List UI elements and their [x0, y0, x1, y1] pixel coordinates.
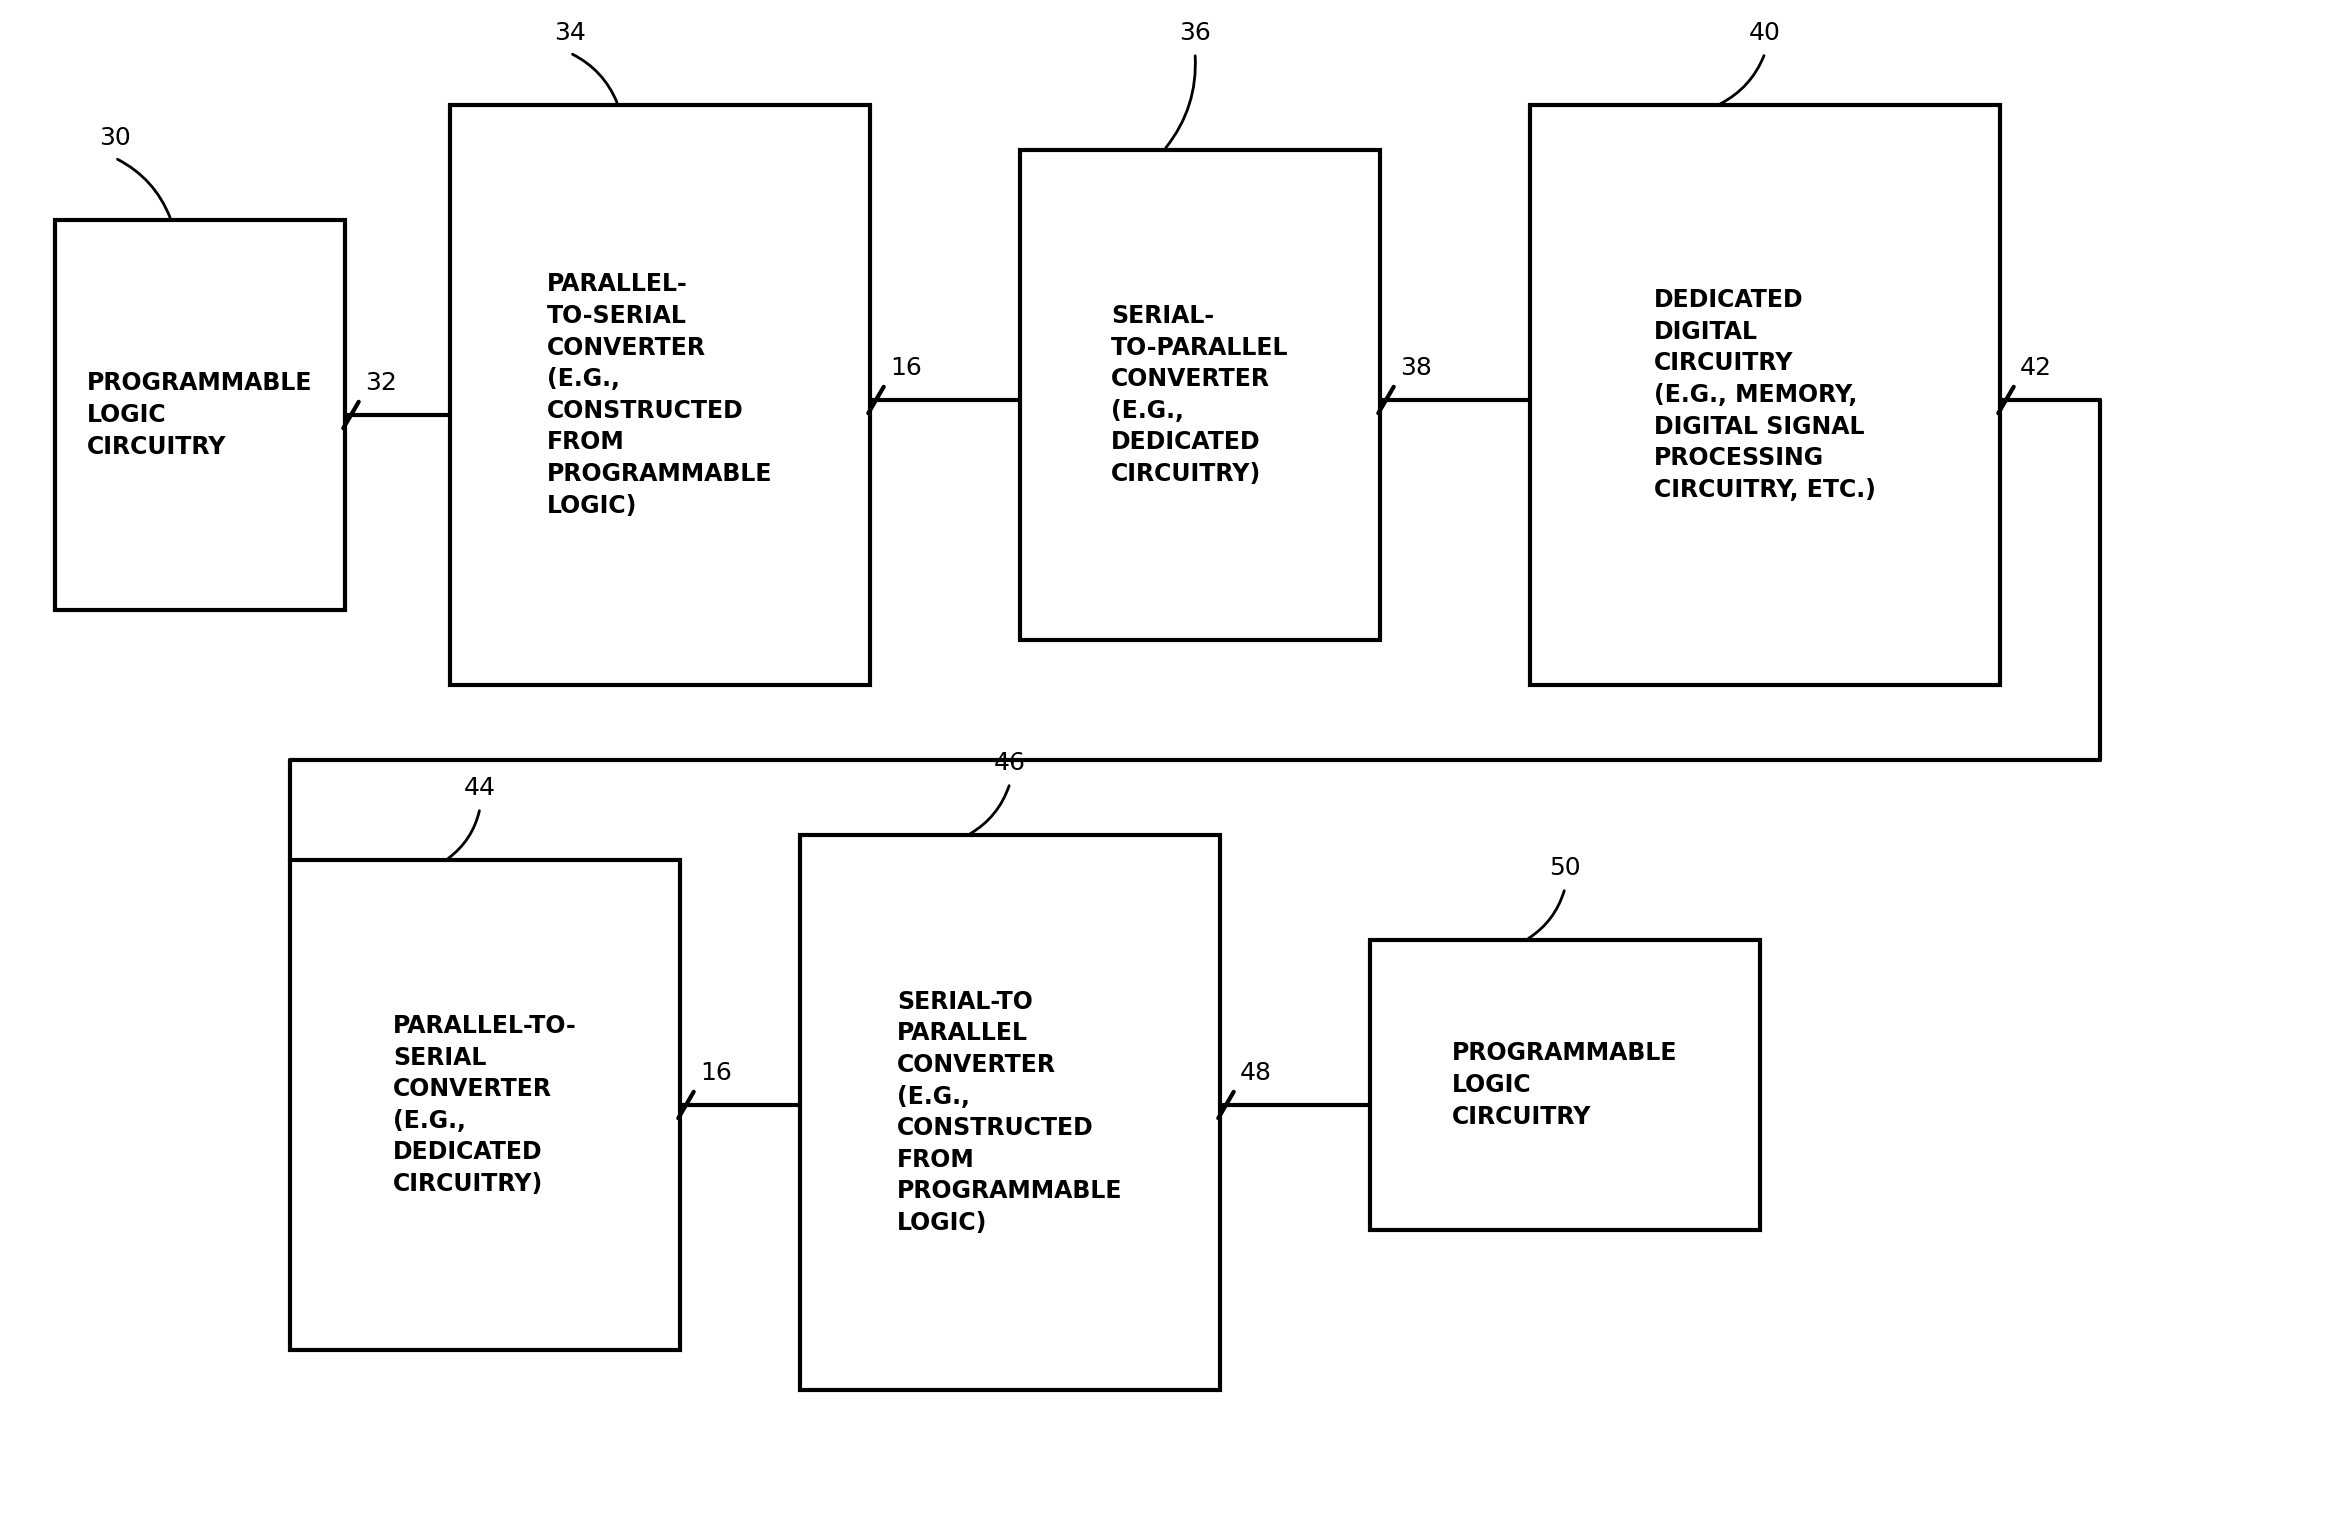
Text: 44: 44 [464, 776, 497, 801]
Text: 30: 30 [100, 126, 131, 151]
Text: 46: 46 [993, 750, 1026, 775]
Text: 34: 34 [555, 21, 585, 46]
Text: 16: 16 [891, 356, 921, 380]
Text: 50: 50 [1548, 855, 1581, 880]
Text: 38: 38 [1399, 356, 1432, 380]
Text: 32: 32 [366, 371, 396, 396]
Bar [1019, 151, 1381, 639]
Text: 48: 48 [1241, 1061, 1271, 1085]
Bar [1369, 941, 1761, 1230]
Bar [56, 221, 345, 610]
Text: 40: 40 [1749, 21, 1782, 46]
Bar [289, 860, 681, 1350]
Text: 36: 36 [1180, 21, 1210, 46]
Text: SERIAL-TO
PARALLEL
CONVERTER
(E.G.,
CONSTRUCTED
FROM
PROGRAMMABLE
LOGIC): SERIAL-TO PARALLEL CONVERTER (E.G., CONS… [898, 989, 1122, 1234]
Text: PROGRAMMABLE
LOGIC
CIRCUITRY: PROGRAMMABLE LOGIC CIRCUITRY [86, 371, 312, 458]
Text: PARALLEL-TO-
SERIAL
CONVERTER
(E.G.,
DEDICATED
CIRCUITRY): PARALLEL-TO- SERIAL CONVERTER (E.G., DED… [394, 1014, 576, 1196]
Text: PROGRAMMABLE
LOGIC
CIRCUITRY: PROGRAMMABLE LOGIC CIRCUITRY [1453, 1041, 1677, 1129]
Text: 16: 16 [700, 1061, 732, 1085]
Bar [450, 105, 870, 685]
Bar [1530, 105, 2001, 685]
Bar [800, 836, 1220, 1390]
Text: 42: 42 [2020, 356, 2052, 380]
Text: SERIAL-
TO-PARALLEL
CONVERTER
(E.G.,
DEDICATED
CIRCUITRY): SERIAL- TO-PARALLEL CONVERTER (E.G., DED… [1112, 304, 1290, 486]
Text: DEDICATED
DIGITAL
CIRCUITRY
(E.G., MEMORY,
DIGITAL SIGNAL
PROCESSING
CIRCUITRY, : DEDICATED DIGITAL CIRCUITRY (E.G., MEMOR… [1653, 288, 1875, 502]
Text: PARALLEL-
TO-SERIAL
CONVERTER
(E.G.,
CONSTRUCTED
FROM
PROGRAMMABLE
LOGIC): PARALLEL- TO-SERIAL CONVERTER (E.G., CON… [548, 272, 772, 517]
